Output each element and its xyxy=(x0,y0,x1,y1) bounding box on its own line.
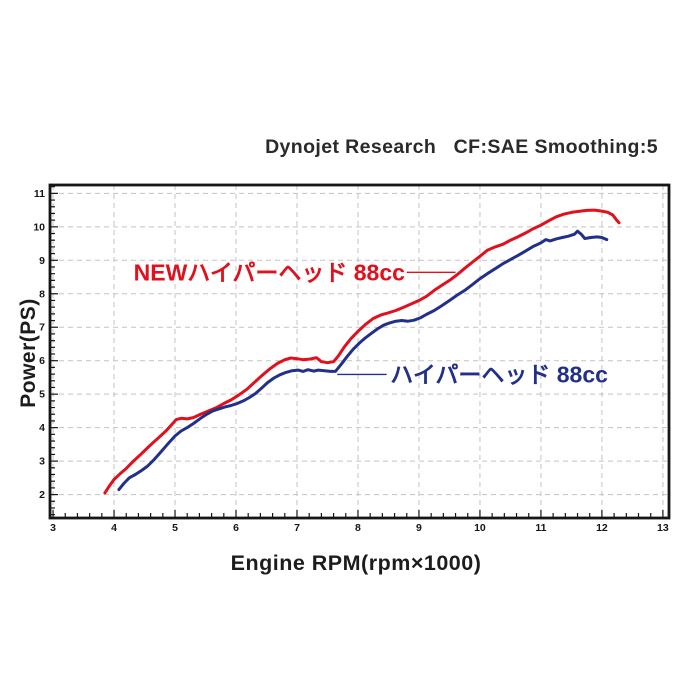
dyno-chart: 3 4 5 6 7 8 9 10 11 12 13 2 3 4 5 6 7 8 9 10 11 NEWハイパーヘッド 88… xyxy=(33,183,671,534)
x-tick-label: 13 xyxy=(657,522,669,534)
x-axis-label: Engine RPM(rpm×1000) xyxy=(230,551,482,575)
y-tick-label: 2 xyxy=(39,489,45,501)
x-tick-label: 5 xyxy=(172,522,178,534)
y-tick-label: 9 xyxy=(39,255,45,267)
power-curve-0 xyxy=(103,208,621,495)
x-tick-label: 9 xyxy=(416,522,422,534)
x-tick-label: 10 xyxy=(474,522,486,534)
power-curve-1 xyxy=(117,229,609,492)
x-tick-label: 6 xyxy=(233,522,239,534)
y-tick-label: 4 xyxy=(39,422,45,434)
x-tick-label: 12 xyxy=(596,522,608,534)
y-tick-label: 3 xyxy=(39,456,45,468)
annotation-label-0: NEWハイパーヘッド 88cc xyxy=(134,259,406,285)
y-tick-label: 5 xyxy=(39,389,45,401)
y-tick-label: 10 xyxy=(33,221,45,233)
x-tick-label: 11 xyxy=(535,522,546,534)
x-tick-label: 4 xyxy=(111,522,117,534)
plot-border xyxy=(48,183,671,520)
x-tick-label: 8 xyxy=(355,522,361,534)
y-tick-label: 6 xyxy=(39,355,45,367)
y-tick-label: 8 xyxy=(39,288,45,300)
chart-title: Dynojet Research CF:SAE Smoothing:5 xyxy=(265,136,658,158)
y-tick-label: 7 xyxy=(39,322,45,334)
x-tick-label: 3 xyxy=(50,522,56,534)
annotation-label-1: ハイパーヘッド 88cc xyxy=(390,361,608,387)
x-tick-label: 7 xyxy=(294,522,300,534)
y-tick-label: 11 xyxy=(34,188,45,200)
